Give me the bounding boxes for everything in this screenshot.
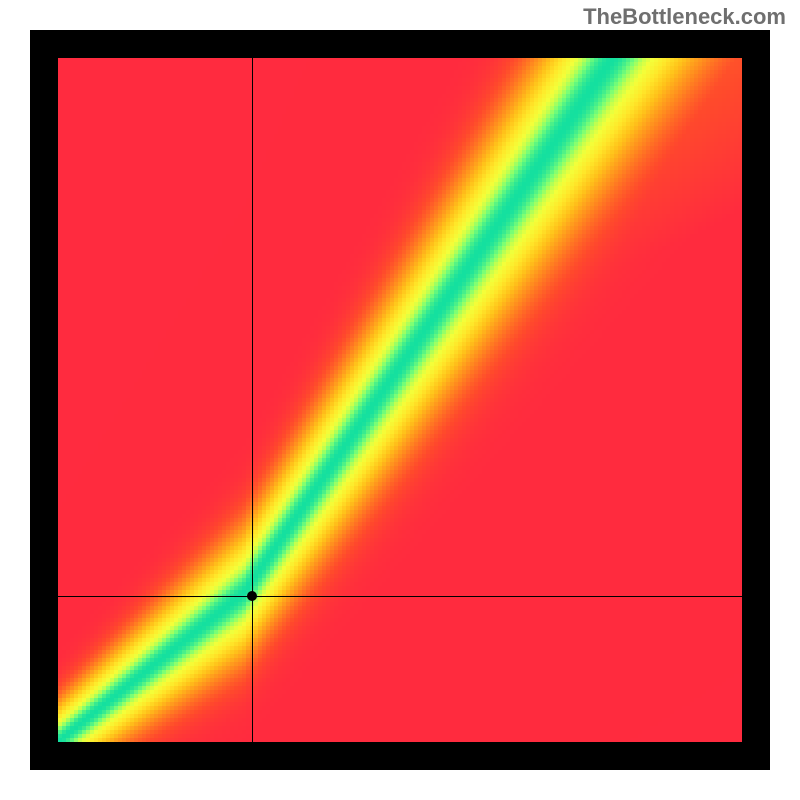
data-point-marker bbox=[247, 591, 257, 601]
crosshair-vertical bbox=[252, 58, 253, 742]
crosshair-horizontal bbox=[58, 596, 742, 597]
plot-area bbox=[58, 58, 742, 742]
chart-container: TheBottleneck.com bbox=[0, 0, 800, 800]
outer-frame bbox=[30, 30, 770, 770]
heatmap-canvas bbox=[58, 58, 742, 742]
attribution-label: TheBottleneck.com bbox=[583, 4, 786, 30]
